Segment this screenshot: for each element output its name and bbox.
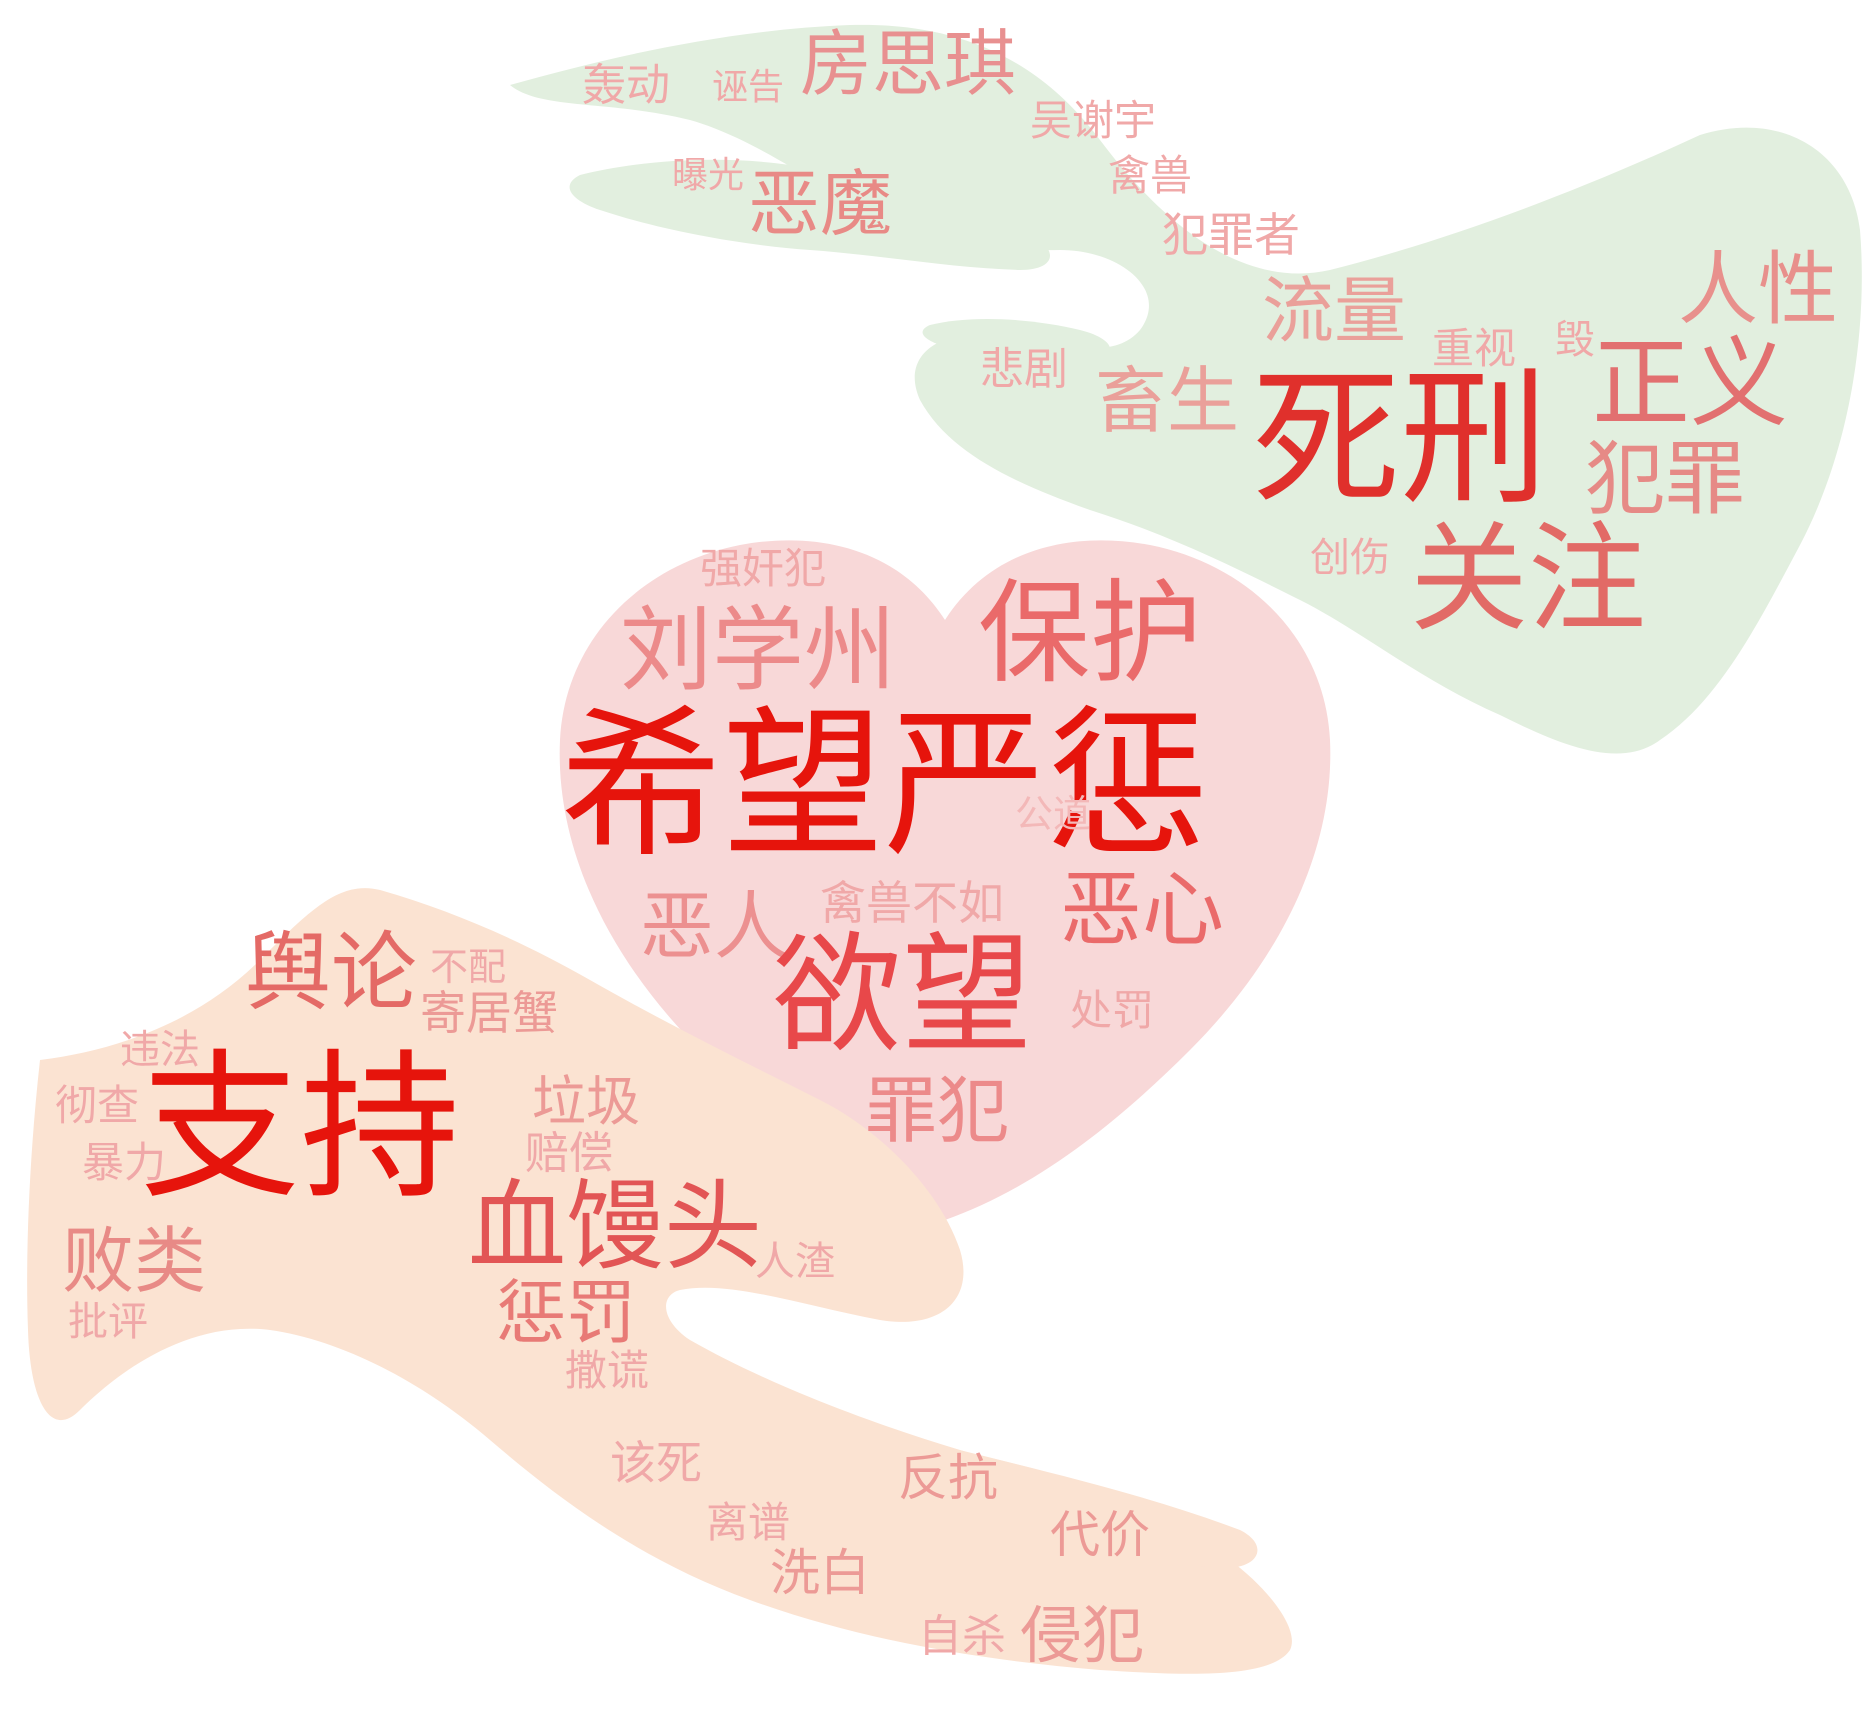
word-chuangshang: 创伤 xyxy=(1310,535,1390,581)
word-qinshou: 禽兽 xyxy=(1108,151,1193,200)
bottom-hand-icon xyxy=(27,888,1292,1674)
word-xiwangyancheng: 希望严惩 xyxy=(560,692,1208,880)
word-peichang: 赔偿 xyxy=(525,1128,613,1179)
word-baoli: 暴力 xyxy=(82,1138,167,1187)
word-checha: 彻查 xyxy=(55,1081,140,1130)
word-wuxieyu: 吴谢宇 xyxy=(1030,96,1157,145)
word-chusheng: 畜生 xyxy=(1095,359,1240,443)
top-hand-icon xyxy=(510,24,1862,754)
word-fangsiqi: 房思琪 xyxy=(800,22,1017,106)
word-weifa: 违法 xyxy=(120,1027,200,1073)
word-lipu: 离谱 xyxy=(706,1498,791,1547)
word-bupei: 不配 xyxy=(430,945,507,989)
word-fanzui: 犯罪 xyxy=(1585,433,1745,526)
word-bailei: 败类 xyxy=(62,1219,207,1303)
word-gaisi: 该死 xyxy=(610,1436,702,1490)
word-beiju: 悲剧 xyxy=(980,344,1068,395)
word-liuliang: 流量 xyxy=(1262,269,1407,353)
word-yuwang: 欲望 xyxy=(772,919,1033,1071)
word-qinshoubuu: 禽兽不如 xyxy=(820,876,1004,930)
word-zisha: 自杀 xyxy=(918,1611,1006,1662)
word-zhongshi: 重视 xyxy=(1432,324,1517,373)
word-renxing: 人性 xyxy=(1678,243,1838,336)
top-hand-icon xyxy=(922,318,1110,363)
word-zhengyi: 正义 xyxy=(1592,327,1789,441)
word-laji: 垃圾 xyxy=(532,1070,640,1133)
word-hongdong: 轰动 xyxy=(582,60,670,111)
heart-icon xyxy=(559,540,1331,1220)
word-chufa: 处罚 xyxy=(1070,986,1155,1035)
word-fankang: 反抗 xyxy=(898,1449,998,1507)
word-daijia: 代价 xyxy=(1050,1506,1150,1564)
word-eren: 恶人 xyxy=(640,884,788,970)
word-zhichi: 支持 xyxy=(140,1034,461,1221)
word-yulun: 舆论 xyxy=(245,923,417,1023)
word-piping: 批评 xyxy=(68,1299,148,1345)
word-hui: 毁 xyxy=(1555,317,1595,363)
word-wugao: 诬告 xyxy=(712,67,785,108)
word-xibai: 洗白 xyxy=(770,1544,870,1602)
word-baohu: 保护 xyxy=(978,569,1202,699)
word-zuifan: 罪犯 xyxy=(865,1069,1010,1153)
top-hand-icon xyxy=(510,24,1862,754)
word-gongdao: 公道 xyxy=(1015,792,1092,836)
word-sixing: 死刑 xyxy=(1252,353,1548,525)
top-hand-icon xyxy=(569,159,1050,270)
word-emo: 恶魔 xyxy=(748,162,893,246)
bottom-hand-icon xyxy=(748,1385,1258,1569)
word-liuxuezhou: 刘学州 xyxy=(620,597,897,704)
word-sahuang: 撒谎 xyxy=(565,1346,650,1395)
word-chengfa: 惩罚 xyxy=(496,1272,636,1354)
word-xuemantou: 血馒头 xyxy=(468,1170,763,1284)
word-renzha: 人渣 xyxy=(755,1239,835,1285)
word-qiangjianfan: 强奸犯 xyxy=(700,544,827,593)
word-exin: 恶心 xyxy=(1060,863,1225,958)
word-qinfan: 侵犯 xyxy=(1020,1599,1145,1672)
word-fanzuizhe: 犯罪者 xyxy=(1162,208,1300,262)
word-guanzhu: 关注 xyxy=(1410,510,1647,648)
heart-icon xyxy=(559,540,1331,1220)
word-jijuxie: 寄居蟹 xyxy=(420,986,558,1040)
word-baoguang: 曝光 xyxy=(672,155,745,196)
